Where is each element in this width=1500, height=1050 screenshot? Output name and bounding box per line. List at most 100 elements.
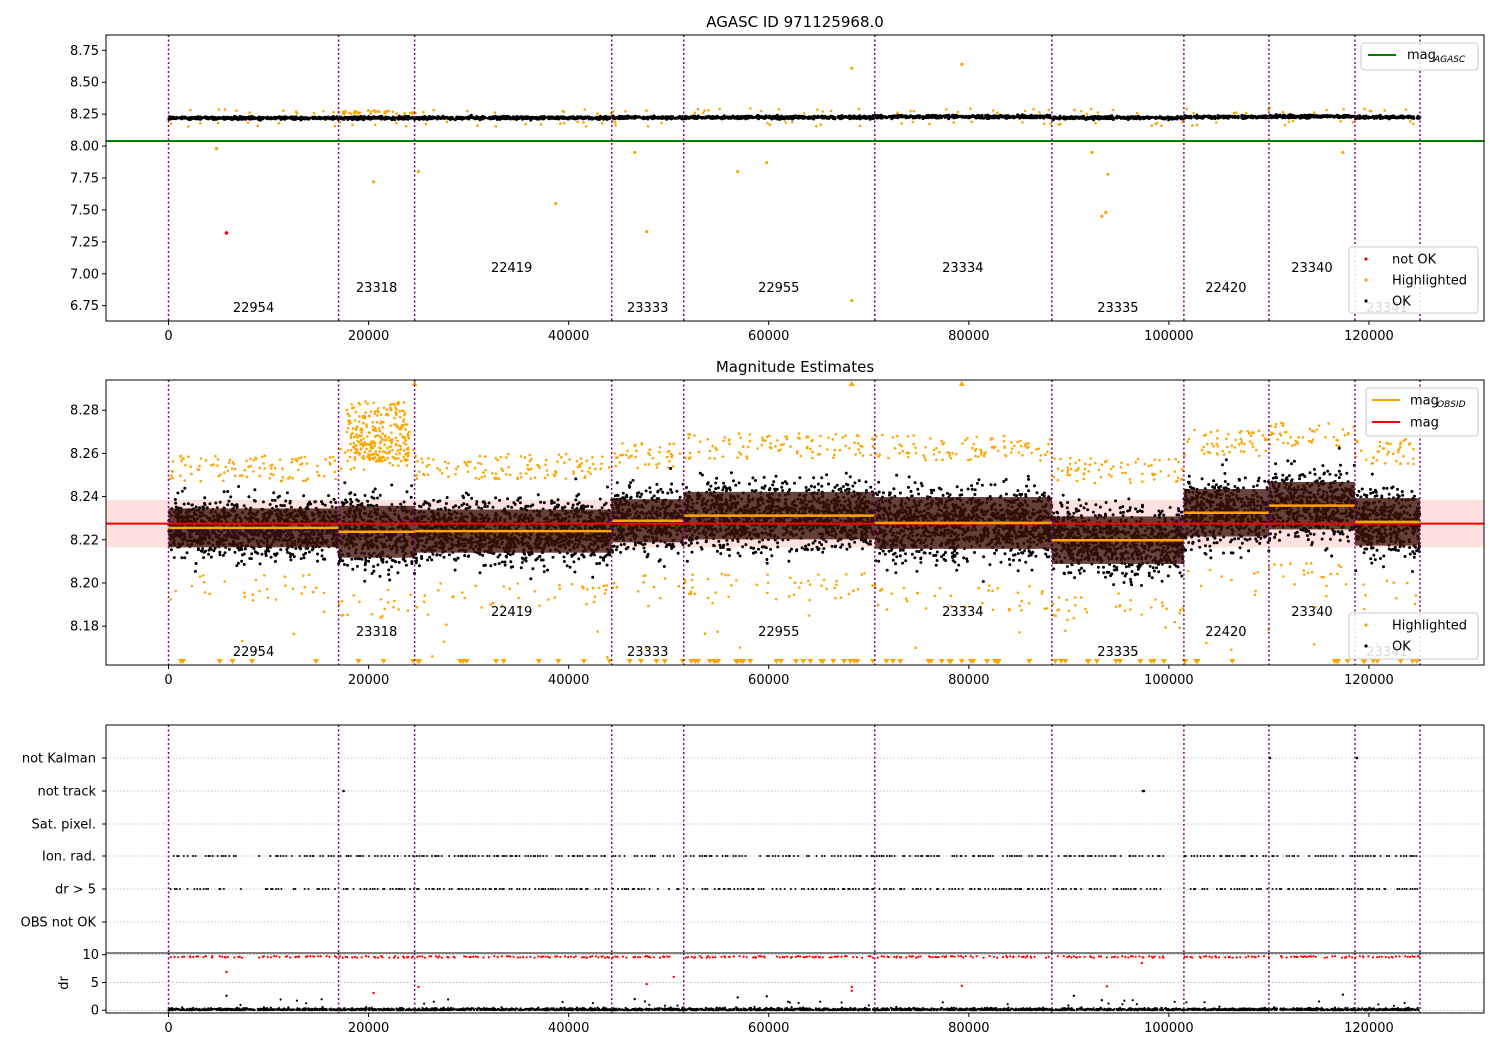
flags-category-label: OBS not OK [21, 916, 97, 931]
not-ok-point [224, 231, 229, 235]
panel-dr-plot-area [106, 953, 1484, 1013]
dr-xtick-label: 40000 [548, 1021, 589, 1036]
estimates-highlighted-scatter [168, 400, 1418, 659]
agasc-obsid-label: 22420 [1205, 281, 1246, 296]
legend-label-ok: OK [1392, 295, 1411, 310]
panel-magnitude-estimates: Magnitude Estimates 22954 23318 22419 23333… [70, 358, 1485, 688]
legend-label-not-ok: not OK [1392, 253, 1437, 268]
panel-dr: 0200004000060000800001000001200001400000… [57, 948, 1485, 1036]
dr-clipped-points [169, 954, 1421, 959]
estimates-ytick-label: 8.28 [70, 404, 99, 419]
dr-xtick-label: 0 [164, 1021, 172, 1036]
highlighted-point [850, 298, 854, 303]
estimates-obsid-label: 23334 [942, 605, 983, 620]
dr-xtick-label: 100000 [1144, 1021, 1194, 1036]
dr-red-point [225, 970, 228, 974]
estimates-obsid-label: 22954 [233, 645, 274, 660]
estimates-clipped [106, 381, 1484, 664]
dr-black-point [736, 996, 739, 999]
panel-agasc-title: AGASC ID 971125968.0 [706, 13, 884, 31]
agasc-obsid-label: 22419 [491, 261, 532, 276]
highlighted-point [765, 161, 769, 165]
flags-category-label: Ion. rad. [42, 850, 96, 865]
dr-xtick-label: 60000 [748, 1021, 789, 1036]
agasc-xtick-label: 100000 [1144, 329, 1194, 344]
flag-point [1355, 756, 1359, 760]
agasc-outliers [214, 62, 1345, 303]
agasc-ytick-label: 7.50 [70, 203, 99, 218]
estimates-obsid-label: 22955 [758, 625, 799, 640]
legend-swatch-ok [1364, 644, 1368, 648]
dr-ok-points [167, 998, 1420, 1012]
agasc-xtick-label: 60000 [748, 329, 789, 344]
dr-xtick-label: 20000 [348, 1021, 389, 1036]
agasc-obsid-label: 23334 [942, 261, 983, 276]
panel-dr-axes: 0200004000060000800001000001200001400000… [82, 948, 1485, 1036]
legend-mag-label: mag [1410, 416, 1439, 431]
agasc-ytick-label: 8.50 [70, 76, 99, 91]
legend-swatch-highlighted [1364, 278, 1368, 282]
agasc-obsid-label: 23318 [356, 281, 397, 296]
legend-mag-obsid-subscript: OBSID [1437, 400, 1466, 410]
agasc-legend-upper-box [1360, 42, 1479, 71]
estimates-obsid-label: 23333 [627, 645, 668, 660]
dr-red-point [1105, 985, 1109, 988]
dr-red-point [645, 982, 648, 986]
estimates-ytick-label: 8.22 [70, 533, 99, 548]
flags-category-label: dr > 5 [55, 883, 96, 898]
highlighted-point [214, 147, 219, 151]
estimates-xtick-label: 120000 [1344, 673, 1394, 688]
agasc-xtick-label: 20000 [348, 329, 389, 344]
dr-black-point [633, 997, 636, 1001]
panel-magnitude-estimates-legend-lower: Highlighted OK [1348, 612, 1479, 660]
legend-swatch-ok [1364, 299, 1368, 303]
agasc-ytick-label: 8.25 [70, 108, 99, 123]
panel-agasc-plot-area: 22954 23318 22419 23333 22955 23334 23335 22420… [106, 35, 1484, 321]
agasc-legend-lower-box [1348, 246, 1479, 314]
estimates-obsid-label: 22420 [1205, 625, 1246, 640]
dr-red-point [850, 985, 853, 989]
estimates-legend-lower-box [1348, 612, 1479, 660]
panel-agasc: AGASC ID 971125968.0 22954 23318 22419 2333… [70, 13, 1485, 344]
estimates-xtick-label: 40000 [548, 673, 589, 688]
flags-row-dr-gt-5-points [169, 888, 1419, 890]
estimates-ytick-label: 8.26 [70, 447, 99, 462]
estimates-ytick-label: 8.18 [70, 620, 99, 635]
flags-category-label: Sat. pixel. [32, 818, 96, 833]
estimates-ytick-label: 8.20 [70, 576, 99, 591]
agasc-xtick-label: 40000 [548, 329, 589, 344]
panel-flags: not Kalman not track Sat. pixel. Ion. rad. d… [21, 724, 1485, 953]
highlighted-point [1104, 210, 1108, 215]
highlighted-point [1106, 172, 1110, 176]
legend-mag-agasc-subscript: AGASC [1433, 55, 1466, 65]
dr-ytick-label: 5 [91, 976, 99, 991]
agasc-obsid-label: 22955 [758, 281, 799, 296]
panel-agasc-legend-lower: not OK Highlighted OK [1348, 246, 1479, 314]
flags-category-label: not track [37, 785, 96, 800]
dr-frame [105, 952, 1485, 1014]
estimates-xtick-label: 60000 [748, 673, 789, 688]
dr-red-point [960, 984, 964, 987]
estimates-ytick-label: 8.24 [70, 490, 99, 505]
estimates-xtick-label: 20000 [348, 673, 389, 688]
panel-magnitude-estimates-axes: 0200004000060000800001000001200001400008… [70, 379, 1485, 688]
agasc-obsid-label: 22954 [233, 301, 274, 316]
flag-point [1142, 789, 1146, 793]
highlighted-point [1341, 150, 1345, 155]
agasc-ytick-label: 8.00 [70, 140, 99, 155]
panel-flags-axes: not Kalman not track Sat. pixel. Ion. rad. d… [21, 724, 1485, 953]
estimates-xtick-label: 80000 [948, 673, 989, 688]
dr-ytick-label: 10 [82, 948, 99, 963]
estimates-obsid-label: 23318 [356, 625, 397, 640]
agasc-ytick-label: 7.75 [70, 172, 99, 187]
panel-agasc-axes: 0200004000060000800001000001200001400006… [70, 34, 1485, 344]
estimates-xtick-label: 0 [164, 673, 172, 688]
agasc-ytick-label: 8.75 [70, 44, 99, 59]
dr-black-point [1072, 994, 1076, 997]
highlighted-point [1090, 150, 1094, 155]
agasc-ytick-label: 7.00 [70, 267, 99, 282]
legend-swatch-highlighted [1364, 623, 1368, 627]
highlighted-point [554, 201, 558, 206]
